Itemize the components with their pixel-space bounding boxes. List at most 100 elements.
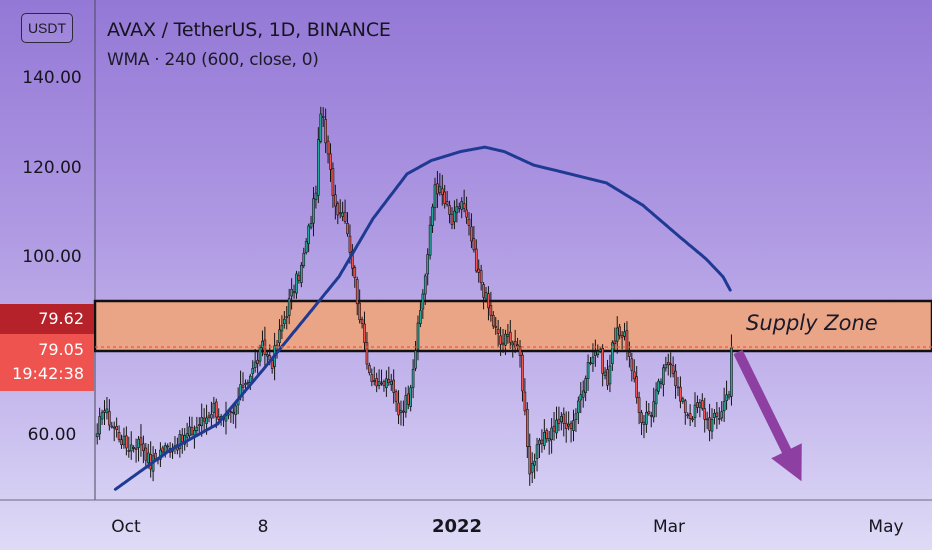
candle <box>443 191 447 205</box>
candle <box>370 374 374 382</box>
candle <box>438 186 442 193</box>
candle <box>557 418 561 424</box>
candle <box>112 426 116 429</box>
candle <box>686 414 690 417</box>
candle <box>309 223 313 228</box>
candle <box>640 412 643 424</box>
candle <box>683 400 687 413</box>
candle <box>722 401 726 412</box>
candle <box>494 326 498 328</box>
candle <box>484 292 488 300</box>
candle <box>625 330 629 351</box>
candle <box>334 194 337 207</box>
candle <box>297 275 301 281</box>
candle <box>455 206 459 214</box>
candle <box>491 315 495 327</box>
candle <box>717 418 721 420</box>
candle <box>538 439 541 445</box>
candle <box>292 291 296 293</box>
candle <box>183 435 187 445</box>
candle <box>594 351 597 356</box>
candle <box>414 350 417 369</box>
candle <box>436 183 439 195</box>
candle <box>166 445 169 448</box>
chart-title: AVAX / TetherUS, 1D, BINANCE <box>107 19 391 41</box>
candle <box>555 419 558 434</box>
candle <box>533 460 536 466</box>
candle <box>188 426 191 436</box>
candle <box>103 410 106 413</box>
candle <box>416 322 420 350</box>
candle <box>142 443 145 451</box>
currency-unit-badge[interactable]: USDT <box>21 13 73 43</box>
candle <box>202 417 206 422</box>
candle <box>431 206 434 226</box>
indicator-label[interactable]: WMA · 240 (600, close, 0) <box>107 50 319 70</box>
candle <box>265 353 269 357</box>
candle <box>620 335 624 338</box>
candle <box>195 426 199 432</box>
candle <box>372 380 376 382</box>
candle <box>253 361 257 368</box>
candle <box>134 447 138 450</box>
candle <box>586 362 590 379</box>
candle <box>705 418 709 421</box>
candle <box>256 359 259 364</box>
candle <box>676 386 680 389</box>
candle <box>504 333 507 346</box>
candle <box>679 386 682 402</box>
candle <box>652 401 655 418</box>
candle <box>601 348 604 374</box>
candle <box>681 398 685 402</box>
candle <box>346 223 349 235</box>
candle <box>348 235 352 253</box>
candle <box>139 437 143 446</box>
candle <box>110 425 114 428</box>
candle <box>197 424 201 427</box>
candle <box>615 327 619 342</box>
candle <box>596 351 600 355</box>
candle <box>669 363 673 366</box>
candle <box>180 434 184 443</box>
candle <box>382 381 386 386</box>
candle <box>161 447 165 453</box>
candle <box>654 389 658 405</box>
candle <box>399 409 403 414</box>
candle <box>98 416 101 435</box>
candle <box>727 394 731 398</box>
candle <box>440 188 444 195</box>
candle <box>664 364 668 369</box>
candle <box>623 331 626 337</box>
candle <box>212 402 216 413</box>
candle <box>241 385 245 388</box>
candle <box>645 412 648 425</box>
candle <box>487 293 490 309</box>
candle <box>688 413 692 419</box>
candle <box>426 254 430 275</box>
candle <box>326 140 330 155</box>
candle <box>178 434 182 450</box>
candle <box>720 411 724 419</box>
candle <box>108 411 111 426</box>
last-price-tag: 79.05 19:42:38 <box>0 334 94 391</box>
candle <box>472 238 476 251</box>
candle <box>547 438 551 442</box>
candle <box>193 429 196 436</box>
candle <box>479 270 483 284</box>
candle <box>691 418 694 421</box>
candle <box>154 453 157 460</box>
candle <box>358 302 361 321</box>
candle <box>251 368 255 374</box>
candle <box>115 426 118 430</box>
candle <box>360 319 364 324</box>
candle <box>392 379 395 393</box>
candle <box>122 435 126 446</box>
candle <box>375 378 378 387</box>
candle <box>433 184 437 209</box>
candle <box>603 371 607 376</box>
candle <box>319 113 323 142</box>
candle <box>287 298 291 316</box>
candle <box>562 413 566 424</box>
x-tick-label: Mar <box>653 517 685 537</box>
